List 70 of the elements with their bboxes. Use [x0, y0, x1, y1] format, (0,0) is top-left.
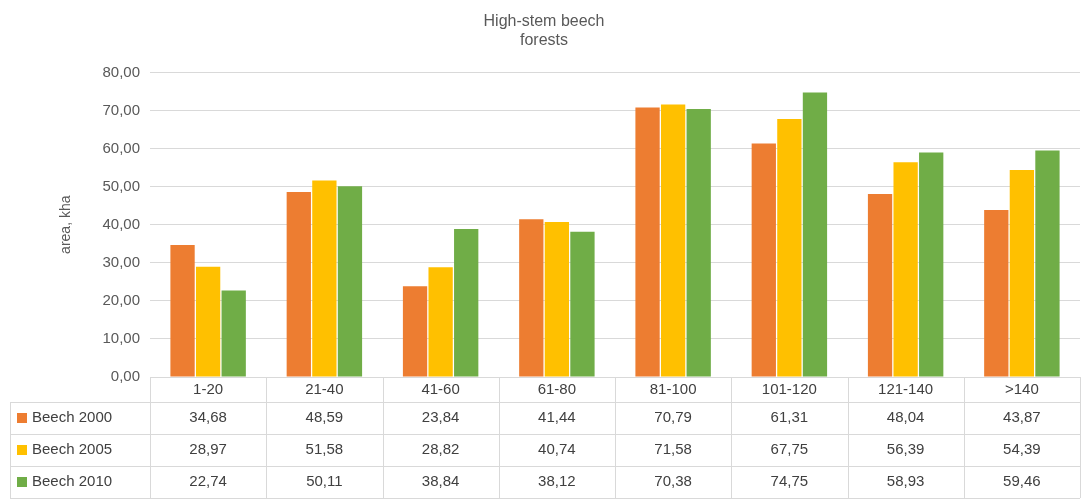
data-label: 51,58: [305, 440, 344, 458]
bar: [195, 266, 221, 377]
y-tick-label: 80,00: [102, 62, 140, 80]
bar: [1009, 169, 1035, 377]
data-label: 28,82: [421, 440, 460, 458]
data-label: 70,38: [654, 472, 692, 490]
data-label: 34,68: [189, 408, 227, 426]
bar: [221, 290, 246, 377]
bar: [454, 229, 479, 377]
y-tick-label: 30,00: [102, 252, 140, 270]
legend-label: Beech 2010: [32, 472, 113, 490]
bar: [544, 221, 570, 377]
data-label: 67,75: [770, 440, 809, 458]
bar: [428, 267, 453, 377]
data-label: 74,75: [770, 472, 809, 490]
bar: [686, 109, 711, 377]
data-label: 40,74: [538, 440, 576, 458]
bar: [1035, 150, 1060, 377]
data-label: 59,46: [1003, 472, 1041, 490]
data-label: 38,12: [538, 472, 576, 490]
x-tick-label: 101-120: [761, 380, 817, 398]
data-label: 71,58: [654, 440, 692, 458]
data-label: 22,74: [189, 472, 227, 490]
y-tick-label: 10,00: [102, 329, 140, 347]
data-label: 54,39: [1003, 440, 1041, 458]
data-label: 43,87: [1003, 408, 1041, 426]
chart-title: High-stem beech forests: [483, 12, 605, 49]
bar: [867, 194, 893, 377]
data-label: 23,84: [421, 408, 460, 426]
data-label: 48,59: [305, 408, 344, 426]
data-label: 70,79: [654, 408, 692, 426]
y-tick-label: 70,00: [102, 100, 140, 118]
y-tick-label: 50,00: [102, 176, 140, 194]
data-label: 56,39: [886, 440, 925, 458]
bar: [984, 209, 1009, 377]
data-label: 41,44: [538, 408, 576, 426]
x-tick-label: 121-140: [878, 380, 934, 398]
bar: [170, 244, 195, 377]
bar: [802, 92, 828, 377]
x-tick-label: 21-40: [305, 380, 344, 398]
data-label: 61,31: [770, 408, 809, 426]
x-tick-label: 81-100: [649, 380, 697, 398]
bar: [402, 286, 428, 377]
bar: [519, 219, 544, 377]
x-tick-label: 61-80: [537, 380, 577, 398]
bar: [312, 180, 337, 377]
bar: [660, 104, 686, 377]
data-label: 48,04: [886, 408, 925, 426]
y-tick-label: 0,00: [110, 367, 140, 385]
bar: [751, 143, 776, 377]
y-tick-label: 20,00: [102, 290, 140, 308]
data-label: 38,84: [421, 472, 460, 490]
bar: [337, 186, 363, 377]
bar: [893, 162, 918, 377]
bar: [635, 107, 660, 377]
y-tick-label: 60,00: [102, 138, 140, 156]
x-tick-label: >140: [1004, 380, 1039, 398]
bar: [286, 191, 311, 377]
bar: [777, 119, 802, 377]
data-label: 50,11: [306, 472, 343, 490]
y-axis-title: area, kha: [57, 195, 74, 254]
legend-label: Beech 2000: [32, 408, 113, 426]
bar: [570, 231, 595, 377]
x-tick-label: 41-60: [421, 380, 460, 398]
x-tick-label: 1-20: [193, 380, 224, 398]
y-tick-label: 40,00: [102, 214, 140, 232]
data-label: 28,97: [189, 440, 227, 458]
bar: [919, 152, 944, 377]
data-label: 58,93: [886, 472, 925, 490]
legend-label: Beech 2005: [32, 440, 113, 458]
